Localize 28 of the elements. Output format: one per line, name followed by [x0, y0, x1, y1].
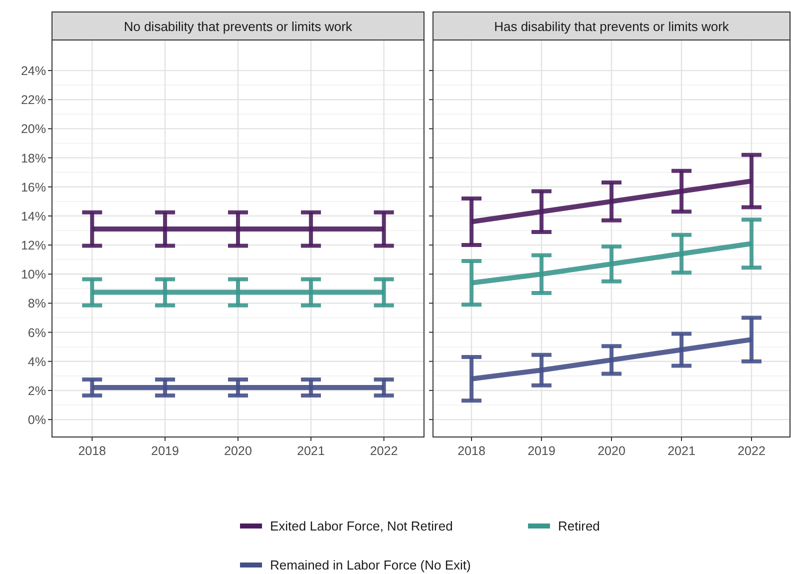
- y-tick-label: 10%: [20, 268, 46, 282]
- y-tick-label: 24%: [20, 64, 46, 78]
- y-tick-label: 22%: [20, 93, 46, 108]
- x-tick-label: 2021: [668, 444, 696, 458]
- x-tick-label: 2022: [738, 444, 766, 458]
- legend-label: Exited Labor Force, Not Retired: [270, 518, 453, 534]
- x-tick-label: 2020: [598, 444, 626, 458]
- chart-title: Has disability that prevents or limits work: [494, 19, 730, 34]
- y-tick-label: 8%: [28, 296, 46, 311]
- y-tick-label: 18%: [20, 151, 46, 166]
- x-tick-label: 2018: [78, 444, 106, 458]
- y-tick-label: 12%: [20, 238, 46, 253]
- y-tick-label: 6%: [28, 326, 46, 340]
- y-tick-label: 16%: [20, 180, 46, 194]
- x-tick-label: 2019: [151, 444, 180, 458]
- y-tick-label: 20%: [20, 122, 46, 136]
- y-tick-label: 0%: [28, 413, 46, 428]
- y-tick-label: 14%: [20, 209, 46, 224]
- x-tick-label: 2020: [224, 444, 252, 458]
- y-tick-label: 4%: [28, 354, 46, 369]
- x-tick-label: 2022: [370, 444, 398, 458]
- legend-label: Remained in Labor Force (No Exit): [270, 558, 471, 572]
- y-tick-label: 2%: [28, 384, 46, 398]
- x-tick-label: 2021: [297, 444, 325, 458]
- legend-label: Retired: [558, 518, 600, 534]
- x-tick-label: 2018: [458, 444, 486, 458]
- chart-title: No disability that prevents or limits work: [124, 19, 353, 34]
- x-tick-label: 2019: [528, 444, 556, 458]
